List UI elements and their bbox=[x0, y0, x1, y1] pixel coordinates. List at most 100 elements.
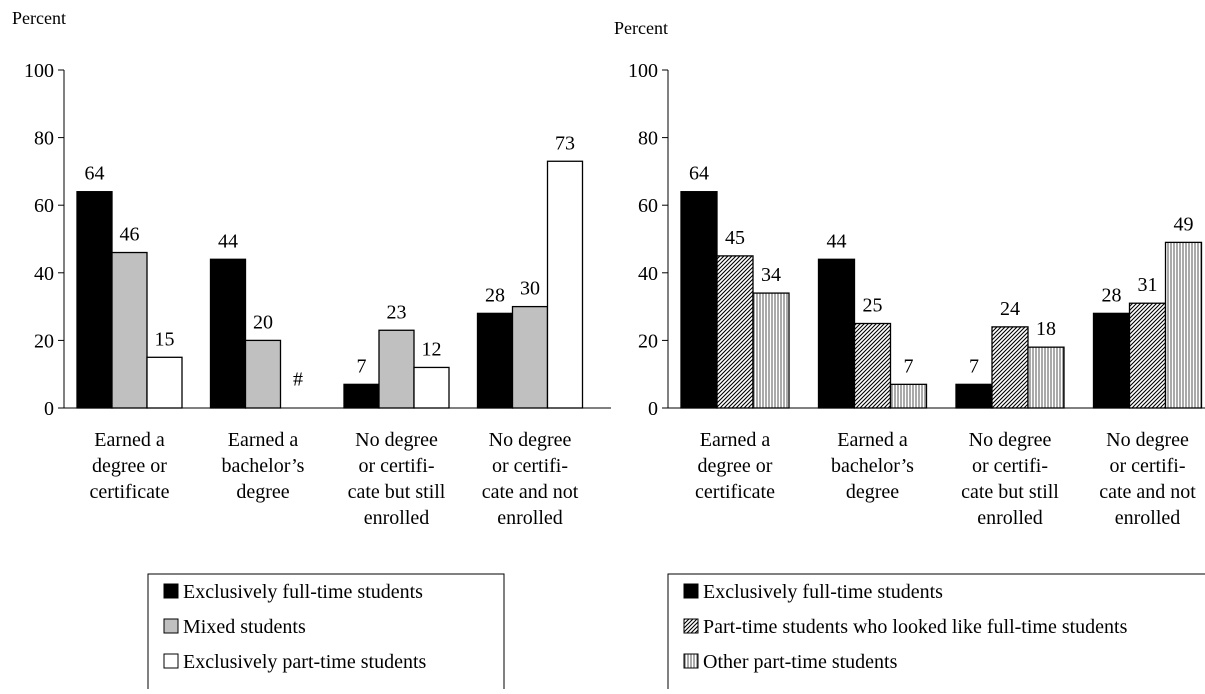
y-tick-label: 40 bbox=[638, 263, 658, 285]
y-tick-label: 100 bbox=[628, 60, 658, 82]
data-label: # bbox=[293, 369, 303, 391]
data-label: 23 bbox=[387, 301, 407, 323]
legend-swatch bbox=[163, 618, 179, 634]
data-label: 64 bbox=[689, 163, 709, 185]
chart-panel-2: Percent 0 20 40 60 80 100 64 45 34 Earned a degree … bbox=[614, 18, 1205, 693]
x-tick-label-line: or certifi- bbox=[972, 455, 1048, 477]
bar-1-0-1 bbox=[111, 251, 148, 409]
x-tick-label-line: cate but still bbox=[961, 481, 1059, 503]
x-tick-label: Earned a bachelor’s degree bbox=[831, 429, 914, 503]
bar-1-2-0 bbox=[343, 383, 380, 409]
x-tick-label-line: degree bbox=[236, 481, 289, 503]
data-label: 18 bbox=[1036, 318, 1056, 340]
x-tick-label-line: Earned a bbox=[94, 429, 165, 451]
x-tick-label-line: enrolled bbox=[977, 507, 1043, 529]
y-tick-label: 100 bbox=[24, 60, 54, 82]
x-tick-label-line: No degree bbox=[1106, 429, 1189, 451]
y-tick-label: 40 bbox=[34, 263, 54, 285]
x-tick-label-line: enrolled bbox=[497, 507, 563, 529]
x-tick-label-line: degree or bbox=[698, 455, 773, 477]
legend-box bbox=[147, 573, 505, 693]
data-label: 46 bbox=[120, 224, 140, 246]
data-label: 31 bbox=[1138, 274, 1158, 296]
y-tick-label: 20 bbox=[638, 330, 658, 352]
data-label: 30 bbox=[520, 278, 540, 300]
x-tick-label-line: Earned a bbox=[837, 429, 908, 451]
legend-box bbox=[667, 573, 1205, 693]
data-label: 7 bbox=[357, 355, 367, 377]
x-tick-label-line: degree bbox=[846, 481, 899, 503]
x-tick-label-line: or certifi- bbox=[358, 455, 434, 477]
bar-2-1-1 bbox=[853, 322, 892, 409]
bar-2-3-2 bbox=[1164, 241, 1203, 409]
x-tick-label-line: No degree bbox=[489, 429, 572, 451]
data-label: 20 bbox=[253, 311, 273, 333]
x-tick-label-line: bachelor’s bbox=[222, 455, 305, 477]
y-tick-label: 20 bbox=[34, 330, 54, 352]
legend-label: Part-time students who looked like full-… bbox=[703, 616, 1128, 638]
x-tick-label: No degree or certifi-cate but still enroll… bbox=[348, 429, 446, 529]
legend-swatch bbox=[683, 653, 699, 669]
bar-2-1-2 bbox=[889, 383, 928, 409]
bar-1-3-0 bbox=[476, 312, 514, 409]
y-axis-label: Percent bbox=[614, 18, 668, 38]
x-tick-label-line: cate and not bbox=[1099, 481, 1196, 503]
data-label: 44 bbox=[218, 230, 238, 252]
y-tick-label: 0 bbox=[44, 398, 54, 420]
chart-panel-1: Percent 0 20 40 60 80 100 64 46 15 Earned a degree … bbox=[12, 8, 611, 693]
legend-swatch bbox=[163, 583, 179, 599]
x-tick-label: Earned a bachelor’s degree bbox=[222, 429, 305, 503]
x-tick-label: Earned a degree or certificate bbox=[90, 429, 170, 503]
y-tick-label: 80 bbox=[34, 128, 54, 150]
y-tick-label: 60 bbox=[34, 195, 54, 217]
x-tick-label-line: No degree bbox=[355, 429, 438, 451]
data-label: 7 bbox=[904, 355, 914, 377]
data-label: 28 bbox=[485, 284, 505, 306]
bar-2-0-0 bbox=[680, 191, 718, 409]
x-tick-label-line: enrolled bbox=[1115, 507, 1181, 529]
bar-1-2-1 bbox=[378, 329, 415, 409]
bar-1-2-2 bbox=[413, 366, 450, 409]
x-tick-label: No degree or certifi-cate and not enrolled bbox=[1099, 429, 1196, 529]
data-label: 64 bbox=[85, 163, 105, 185]
y-tick-label: 80 bbox=[638, 128, 658, 150]
legend-label: Exclusively full-time students bbox=[703, 581, 943, 603]
x-tick-label-line: or certifi- bbox=[492, 455, 568, 477]
x-tick-label-line: enrolled bbox=[364, 507, 430, 529]
bar-2-0-1 bbox=[716, 255, 754, 409]
legend-swatch bbox=[683, 618, 699, 634]
bar-2-3-0 bbox=[1092, 312, 1131, 409]
data-label: 73 bbox=[555, 132, 575, 154]
bar-2-1-0 bbox=[817, 258, 856, 409]
data-label: 49 bbox=[1174, 213, 1194, 235]
x-tick-label-line: cate and not bbox=[482, 481, 579, 503]
legend-label: Mixed students bbox=[183, 616, 306, 638]
y-axis-label: Percent bbox=[12, 8, 66, 28]
x-tick-label: No degree or certifi-cate but still enroll… bbox=[961, 429, 1059, 529]
bar-1-0-2 bbox=[146, 356, 183, 409]
data-label: 45 bbox=[725, 227, 745, 249]
legend-label: Exclusively full-time students bbox=[183, 581, 423, 603]
bar-1-1-1 bbox=[244, 339, 282, 409]
bar-2-3-1 bbox=[1128, 302, 1167, 409]
bar-1-3-1 bbox=[511, 305, 549, 409]
legend-label: Other part-time students bbox=[703, 651, 898, 673]
data-label: 12 bbox=[422, 338, 442, 360]
x-tick-label-line: Earned a bbox=[228, 429, 299, 451]
data-label: 44 bbox=[827, 230, 847, 252]
data-label: 7 bbox=[969, 355, 979, 377]
data-label: 28 bbox=[1102, 284, 1122, 306]
x-tick-label: Earned a degree or certificate bbox=[695, 429, 775, 503]
x-tick-label-line: degree or bbox=[92, 455, 167, 477]
x-tick-label: No degree or certifi-cate and not enrolled bbox=[482, 429, 579, 529]
data-label: 24 bbox=[1000, 298, 1020, 320]
x-tick-label-line: No degree bbox=[969, 429, 1052, 451]
bar-2-2-1 bbox=[991, 326, 1029, 409]
x-tick-label-line: bachelor’s bbox=[831, 455, 914, 477]
bar-2-2-2 bbox=[1027, 346, 1065, 409]
data-label: 34 bbox=[761, 264, 781, 286]
y-tick-label: 0 bbox=[648, 398, 658, 420]
data-label: 25 bbox=[863, 295, 883, 317]
